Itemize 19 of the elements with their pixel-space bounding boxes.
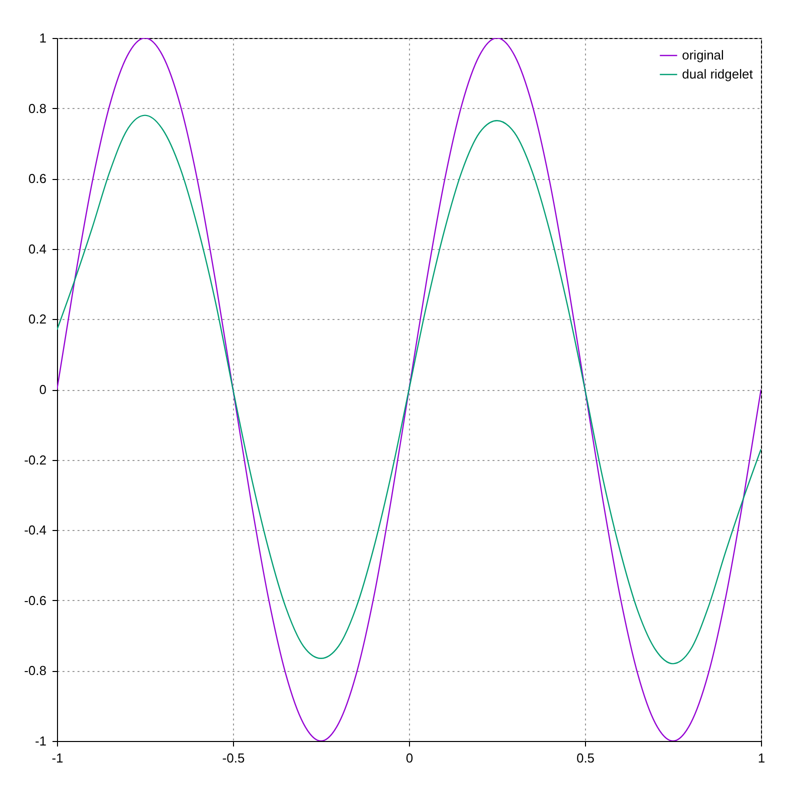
x-tick-label: 1 [758,750,766,766]
y-tick-label: -0.4 [24,522,46,538]
y-tick-label: -0.8 [24,663,46,678]
legend-label: dual ridgelet [682,66,754,82]
y-tick-label: 0 [39,382,46,397]
y-tick-label: 0.6 [28,171,46,186]
y-tick-label: -1 [34,734,46,748]
x-tick-label: -0.5 [222,750,245,766]
y-tick-label: 0.8 [28,100,46,116]
y-tick-label: 0.2 [28,312,46,327]
y-tick-label: 0.4 [28,241,46,256]
y-tick-label: -0.6 [24,592,46,608]
y-tick-label: -0.2 [24,452,46,468]
legend-label: original [682,48,724,62]
line-series [57,114,761,664]
x-tick-label: -1 [52,750,64,766]
x-tick-label: 0 [406,750,414,766]
x-tick-label: 0.5 [576,750,595,766]
y-tick-label: 1 [39,30,46,46]
